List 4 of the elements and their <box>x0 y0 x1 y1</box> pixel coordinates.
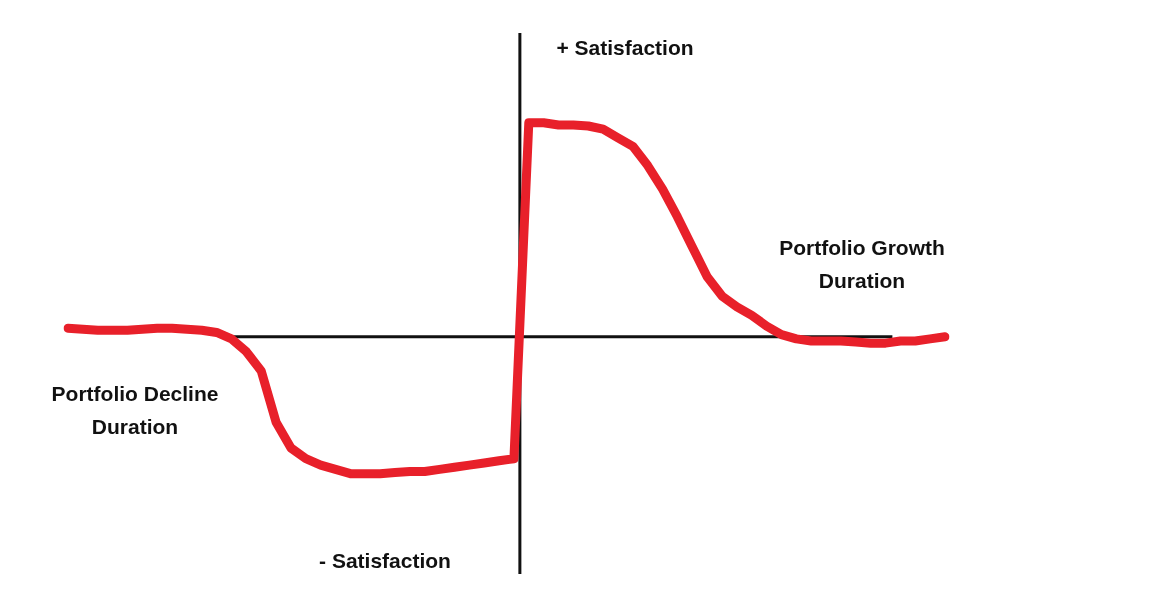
annotation: Portfolio Growth Duration <box>778 235 946 294</box>
text: + Satisfaction <box>555 35 695 61</box>
annotation: Portfolio Decline Duration <box>50 381 220 440</box>
text: - Satisfaction <box>318 548 452 574</box>
